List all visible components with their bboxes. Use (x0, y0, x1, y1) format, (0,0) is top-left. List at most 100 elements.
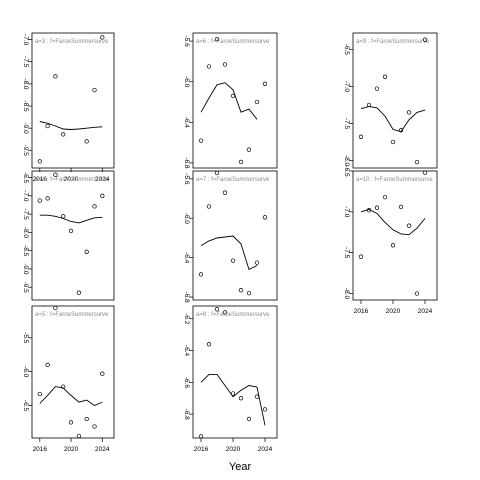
y-tick-label: -6.4 (183, 252, 190, 264)
panel-frame (192, 305, 278, 439)
data-point (246, 147, 252, 152)
data-point (262, 81, 268, 86)
data-point (53, 74, 58, 79)
x-tick-label: 2016 (354, 308, 369, 315)
fitted-line (39, 121, 103, 130)
data-point (100, 35, 105, 40)
data-point (68, 420, 74, 425)
y-tick-label: -9.5 (22, 145, 29, 157)
panel-6: a=10 : f=FaroeSummersurve -6.5 -7.0 -7.5 -8.… (343, 165, 438, 315)
data-point (238, 396, 244, 401)
data-point (214, 170, 220, 176)
data-point (206, 64, 212, 69)
data-point (214, 307, 220, 312)
data-point (366, 102, 372, 108)
panel-frame (192, 170, 278, 301)
panel-label: a=7 : f=FaroeSummersurve (196, 177, 270, 183)
data-point (92, 87, 97, 93)
data-point (406, 223, 412, 228)
y-tick-label: -7.5 (343, 247, 350, 259)
data-point (214, 36, 220, 42)
y-tick-label: -6.0 (183, 213, 190, 225)
panel-label: a=5 : f=FaroeSummersurve (35, 312, 109, 318)
panel-label: a=8 : f=FaroeSummersurve (196, 312, 270, 318)
data-point (222, 310, 228, 315)
data-point (37, 391, 42, 397)
x-tick-label: 2016 (33, 176, 48, 183)
data-point (358, 254, 364, 259)
y-tick-label: -5.6 (183, 173, 190, 185)
y-tick-label: -6.8 (183, 409, 190, 421)
y-tick-label: -6.2 (183, 313, 190, 325)
y-tick-label: -6.4 (183, 117, 190, 129)
data-point (262, 407, 268, 412)
data-point (422, 37, 428, 42)
data-point (76, 433, 82, 439)
panel-label: a=6 : f=FaroeSummersurve (196, 39, 270, 45)
y-tick-label: -9.5 (22, 282, 29, 294)
panel-3: a=9 : f=FaroeSummersurve -6.5 -7.0 -7.5 -8.0 (343, 32, 438, 169)
y-tick-label: -6.5 (22, 400, 29, 412)
data-point (84, 249, 89, 254)
data-point (390, 243, 396, 248)
data-point (398, 204, 404, 210)
y-tick-label: -6.8 (183, 157, 190, 169)
data-point (206, 342, 212, 347)
data-point (414, 159, 420, 165)
data-point (45, 123, 50, 129)
data-point (61, 384, 66, 389)
y-tick-label: -8.5 (22, 100, 29, 112)
panel-frame (192, 32, 278, 169)
x-tick-label: 2024 (95, 446, 110, 453)
data-point (198, 272, 204, 277)
data-point (254, 99, 260, 105)
data-point (390, 139, 396, 145)
y-tick-label: -8.0 (343, 288, 350, 300)
data-point (254, 394, 260, 399)
panel-5: a=7 : f=FaroeSummersurve -5.6 -6.0 -6.4 -6.8 (183, 170, 278, 303)
data-point (246, 290, 252, 296)
y-tick-label: -6.5 (343, 44, 350, 56)
data-point (61, 132, 66, 137)
y-tick-label: -7.0 (22, 190, 29, 202)
panel-label: a=4 : f=FaroeSummersurve (35, 177, 109, 183)
data-point (366, 208, 372, 213)
panel-label: a=10 : f=FaroeSummersurve (356, 177, 433, 183)
x-tick-label: 2016 (33, 446, 48, 453)
x-tick-label: 2024 (258, 446, 273, 453)
y-tick-label: -6.0 (183, 76, 190, 88)
data-point (230, 391, 236, 396)
data-point (84, 139, 89, 144)
data-point (92, 204, 97, 209)
data-point (45, 196, 50, 201)
y-tick-label: -7.0 (22, 34, 29, 46)
panel-2: a=6 : f=FaroeSummersurve -5.6 -6.0 -6.4 -6.8 (183, 32, 278, 169)
data-point (222, 62, 228, 67)
data-point (262, 215, 268, 220)
panel-grid: a=3 : f=FaroeSummersurve -7.0 -7.5 -8.0 -8.5… (22, 32, 438, 453)
y-tick-label: -5.5 (22, 332, 29, 344)
data-point (398, 128, 404, 133)
data-point (382, 194, 388, 200)
panel-8: a=8 : f=FaroeSummersurve -6.2 -6.4 -6.6 -6.8… (183, 305, 278, 453)
fitted-line (200, 235, 258, 271)
y-tick-label: -7.5 (22, 56, 29, 68)
y-tick-label: -8.0 (343, 155, 350, 167)
y-tick-label: -6.4 (183, 345, 190, 357)
y-tick-label: -7.5 (343, 118, 350, 130)
fitted-line (200, 82, 258, 120)
x-tick-label: 2020 (226, 446, 241, 453)
y-tick-label: -6.5 (343, 165, 350, 177)
data-point (230, 258, 236, 263)
panel-frame (352, 170, 438, 301)
x-tick-label: 2016 (194, 446, 209, 453)
data-point (53, 172, 58, 177)
panel-frame (352, 32, 438, 169)
data-point (406, 110, 412, 115)
y-tick-label: -8.5 (22, 245, 29, 257)
data-point (230, 93, 236, 99)
y-tick-label: -7.0 (343, 206, 350, 218)
data-point (37, 159, 42, 164)
panel-label: a=3 : f=FaroeSummersurve (35, 39, 109, 45)
data-point (76, 290, 82, 295)
